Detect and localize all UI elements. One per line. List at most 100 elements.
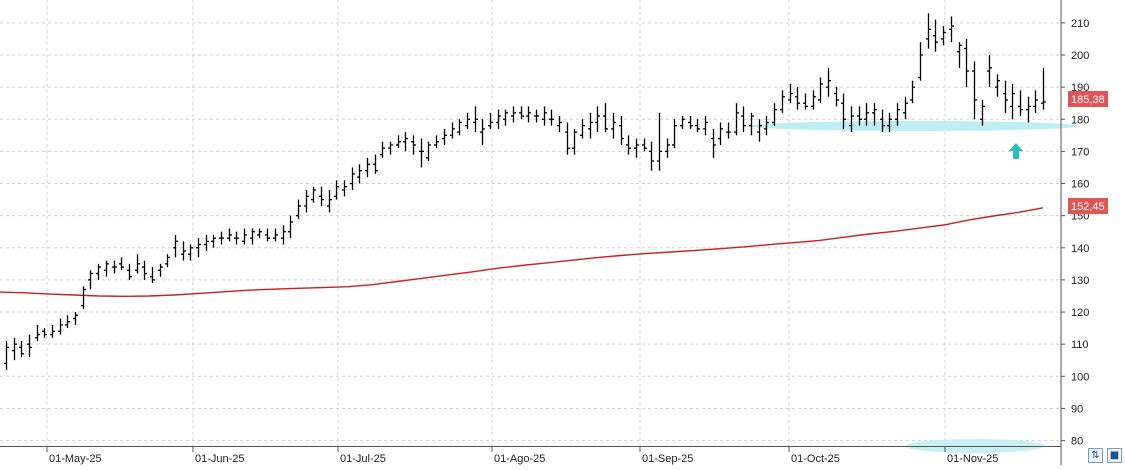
ohlc-bar [734, 103, 739, 136]
ohlc-bar [327, 189, 332, 213]
ohlc-bar [688, 116, 693, 129]
ohlc-bar [895, 103, 900, 126]
ohlc-bar [288, 215, 293, 239]
ohlc-bar [611, 112, 616, 139]
ohlc-bar [319, 186, 324, 207]
ohlc-bar [357, 164, 362, 184]
ohlc-bar [65, 315, 70, 329]
x-tick-label: 01-Oct-25 [791, 453, 840, 465]
ohlc-bar [680, 116, 685, 129]
y-tick-label: 170 [1071, 146, 1089, 158]
ohlc-bar [58, 318, 63, 335]
ohlc-bars [4, 13, 1046, 370]
x-axis: 01-May-25 01-Jun-25 01-Jul-25 01-Ago-25 01-S… [46, 446, 998, 465]
ma-label-text: 152,45 [1071, 201, 1105, 213]
ohlc-bar [987, 54, 992, 88]
ohlc-bar [158, 263, 163, 277]
ohlc-bar [741, 106, 746, 133]
ohlc-bar [403, 132, 408, 152]
ohlc-bar [473, 106, 478, 133]
y-tick-label: 130 [1071, 275, 1089, 287]
ohlc-bar [972, 61, 977, 120]
ohlc-bar [526, 106, 531, 123]
save-button[interactable]: ■ [1107, 448, 1122, 463]
ohlc-bar [196, 238, 201, 258]
ohlc-bar [450, 122, 455, 139]
ohlc-bar [864, 103, 869, 126]
y-tick-label: 100 [1071, 371, 1089, 383]
ohlc-bar [887, 112, 892, 133]
support-zone [750, 121, 1080, 453]
ma-label: 152,45 [1068, 198, 1108, 214]
ohlc-bar [457, 119, 462, 136]
ohlc-bar [442, 128, 447, 145]
ohlc-bar [665, 138, 670, 158]
ohlc-bar [480, 119, 485, 145]
ohlc-bar [296, 199, 301, 219]
ohlc-bar [595, 106, 600, 133]
ma-line [0, 207, 1044, 298]
moving-average [0, 207, 1044, 298]
ohlc-bar [811, 90, 816, 110]
ohlc-bar [588, 112, 593, 139]
ohlc-bar [50, 324, 55, 338]
ohlc-bar [81, 286, 86, 309]
ohlc-bar [265, 228, 270, 242]
ohlc-bar [672, 119, 677, 149]
ohlc-bar [511, 106, 516, 123]
buy-arrow-icon [1009, 143, 1023, 159]
ohlc-bar [826, 67, 831, 97]
ohlc-bar [173, 234, 178, 258]
ohlc-bar [980, 99, 985, 126]
ohlc-bar [12, 337, 17, 361]
ohlc-bar [957, 42, 962, 68]
ohlc-bar [350, 167, 355, 190]
ohlc-bar [795, 87, 800, 110]
expand-button[interactable]: ⇅ [1088, 448, 1103, 463]
ohlc-bar [949, 16, 954, 43]
ohlc-bar [880, 109, 885, 133]
y-tick-label: 120 [1071, 307, 1089, 319]
ohlc-bar [127, 263, 132, 280]
ohlc-bar [4, 340, 9, 370]
x-tick-label: 01-Nov-25 [947, 453, 998, 465]
y-tick-label: 90 [1071, 403, 1083, 415]
ohlc-bar [542, 106, 547, 126]
ohlc-bar [503, 109, 508, 126]
ohlc-bar [496, 109, 501, 129]
ohlc-bar [35, 324, 40, 341]
ohlc-bar [849, 106, 854, 133]
ohlc-bar [96, 263, 101, 280]
ohlc-bar [411, 135, 416, 155]
ohlc-bar [695, 119, 700, 133]
ohlc-bar [818, 77, 823, 104]
price-label-text: 185,38 [1071, 94, 1105, 106]
ohlc-bar [188, 244, 193, 261]
ohlc-bar [726, 122, 731, 139]
price-label: 185,38 [1068, 91, 1108, 107]
ohlc-bar [580, 119, 585, 139]
ohlc-bar [150, 267, 155, 284]
ohlc-bar [27, 334, 32, 358]
ohlc-bar [88, 270, 93, 290]
y-tick-label: 160 [1071, 179, 1089, 191]
ohlc-bar [1033, 90, 1038, 113]
ohlc-bar [112, 260, 117, 274]
ohlc-bar [557, 116, 562, 133]
ohlc-bar [135, 254, 140, 274]
ohlc-bar [933, 19, 938, 52]
y-tick-label: 180 [1071, 114, 1089, 126]
ohlc-bar [918, 42, 923, 81]
ohlc-bar [388, 141, 393, 155]
ohlc-bar [995, 74, 1000, 97]
ohlc-bar [619, 116, 624, 145]
ohlc-bar [603, 103, 608, 133]
ohlc-bar [19, 340, 24, 358]
y-tick-label: 200 [1071, 50, 1089, 62]
y-tick-label: 210 [1071, 18, 1089, 30]
ohlc-bar [634, 138, 639, 158]
ohlc-bar [841, 93, 846, 129]
x-tick-label: 01-Jul-25 [340, 453, 386, 465]
